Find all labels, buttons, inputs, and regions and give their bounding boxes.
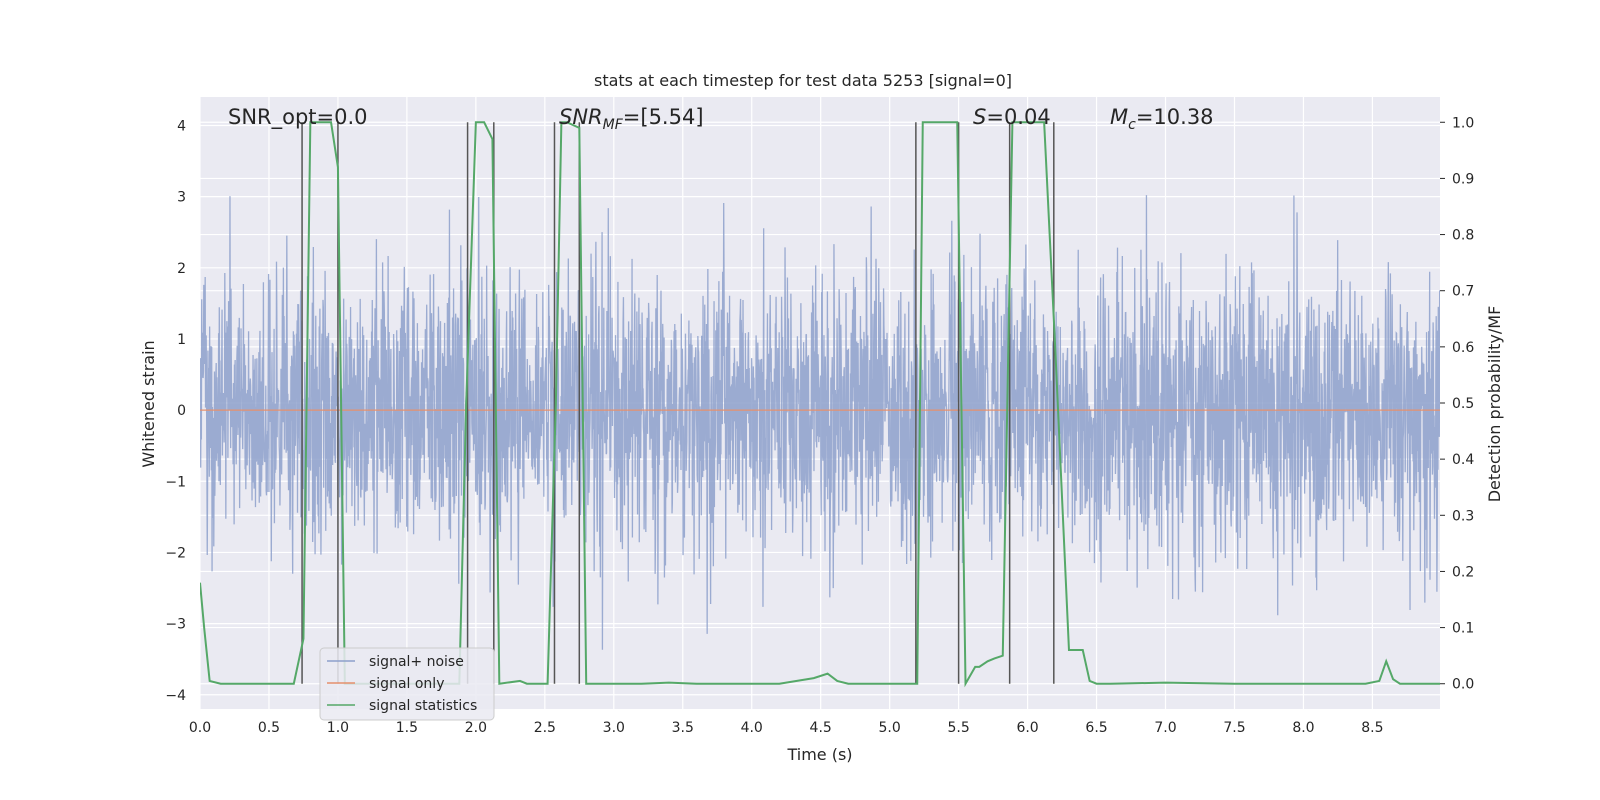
legend-label-signal-noise: signal+ noise: [369, 654, 464, 670]
y-left-tick-label: 2: [177, 261, 186, 277]
chart-title: stats at each timestep for test data 525…: [594, 71, 1012, 90]
annotation-mc-main: M: [1110, 105, 1128, 129]
y-left-tick-label: −4: [165, 688, 186, 704]
annotation-s-main: S: [973, 105, 986, 129]
x-axis-label: Time (s): [786, 745, 852, 764]
x-tick-label: 6.5: [1085, 720, 1107, 736]
y-right-tick-label: 0.3: [1452, 508, 1474, 524]
annotation-mc-value: =10.38: [1136, 105, 1214, 129]
y-right-tick-label: 0.8: [1452, 228, 1474, 244]
annotation-snr-mf-value: =[5.54]: [623, 105, 704, 129]
legend-label-signal-only: signal only: [369, 676, 444, 692]
y-right-tick-label: 0.6: [1452, 340, 1474, 356]
y-right-tick-label: 1.0: [1452, 115, 1474, 131]
x-tick-label: 4.0: [741, 720, 763, 736]
y-left-tick-label: 3: [177, 190, 186, 206]
x-tick-label: 3.0: [603, 720, 625, 736]
y-left-tick-label: −2: [165, 545, 186, 561]
legend: signal+ noise signal only signal statist…: [319, 647, 495, 721]
x-tick-label: 1.0: [327, 720, 349, 736]
annotation-snr-mf-sub: MF: [603, 117, 624, 133]
annotation-snr-mf-main: SNR: [559, 105, 603, 129]
y-left-tick-label: −3: [165, 617, 186, 633]
x-tick-label: 8.0: [1292, 720, 1314, 736]
signal-statistics-line: [200, 121, 1440, 688]
y-right-tick-label: 0.0: [1452, 677, 1474, 693]
annotation-mc: Mc=10.38: [1110, 105, 1214, 133]
y-right-tick-label: 0.2: [1452, 564, 1474, 580]
x-axis-ticks: 0.0 0.5 1.0 1.5 2.0 2.5 3.0 3.5 4.0 4.5 5.0 5.5 6.0 6…: [189, 720, 1384, 736]
x-tick-label: 7.5: [1223, 720, 1245, 736]
x-tick-label: 8.5: [1361, 720, 1383, 736]
y-left-tick-label: 0: [177, 403, 186, 419]
legend-label-signal-statistics: signal statistics: [369, 698, 477, 714]
x-tick-label: 2.5: [534, 720, 556, 736]
annotation-mc-sub: c: [1128, 117, 1136, 133]
y-left-tick-label: −1: [165, 474, 186, 490]
x-tick-label: 0.5: [258, 720, 280, 736]
y-left-tick-label: 4: [177, 118, 186, 134]
y-right-tick-label: 0.1: [1452, 621, 1474, 637]
x-tick-label: 5.0: [879, 720, 901, 736]
x-tick-label: 6.0: [1016, 720, 1038, 736]
series-signal-noise: [200, 195, 1440, 650]
annotation-snr-opt: SNR_opt=0.0: [228, 105, 368, 130]
x-tick-label: 4.5: [810, 720, 832, 736]
y-right-tick-label: 0.5: [1452, 396, 1474, 412]
x-tick-label: 5.5: [947, 720, 969, 736]
y-right-tick-label: 0.7: [1452, 284, 1474, 300]
x-tick-label: 0.0: [189, 720, 211, 736]
legend-box: [319, 647, 495, 721]
x-tick-label: 2.0: [465, 720, 487, 736]
y-axis-left-ticks: 4 3 2 1 0 −1 −2 −3 −4: [165, 118, 186, 703]
series-signal-statistics: [200, 121, 1440, 688]
y-right-tick-label: 0.4: [1452, 452, 1474, 468]
annotation-snr-mf: SNRMF=[5.54]: [559, 105, 704, 133]
signal-noise-line: [200, 195, 1440, 650]
y-right-tick-label: 0.9: [1452, 171, 1474, 187]
y-axis-right-label: Detection probability/MF: [1485, 306, 1504, 503]
y-axis-left-label: Whitened strain: [139, 340, 158, 467]
x-tick-label: 1.5: [396, 720, 418, 736]
annotation-s: S=0.04: [973, 105, 1051, 129]
annotation-s-value: =0.04: [986, 105, 1050, 129]
x-tick-label: 3.5: [672, 720, 694, 736]
y-left-tick-label: 1: [177, 332, 186, 348]
x-tick-label: 7.0: [1154, 720, 1176, 736]
y-axis-right-ticks: 1.0 0.9 0.8 0.7 0.6 0.5 0.4 0.3 0.2 0.1 0.0: [1440, 115, 1474, 693]
detection-window-lines: [301, 122, 1055, 684]
